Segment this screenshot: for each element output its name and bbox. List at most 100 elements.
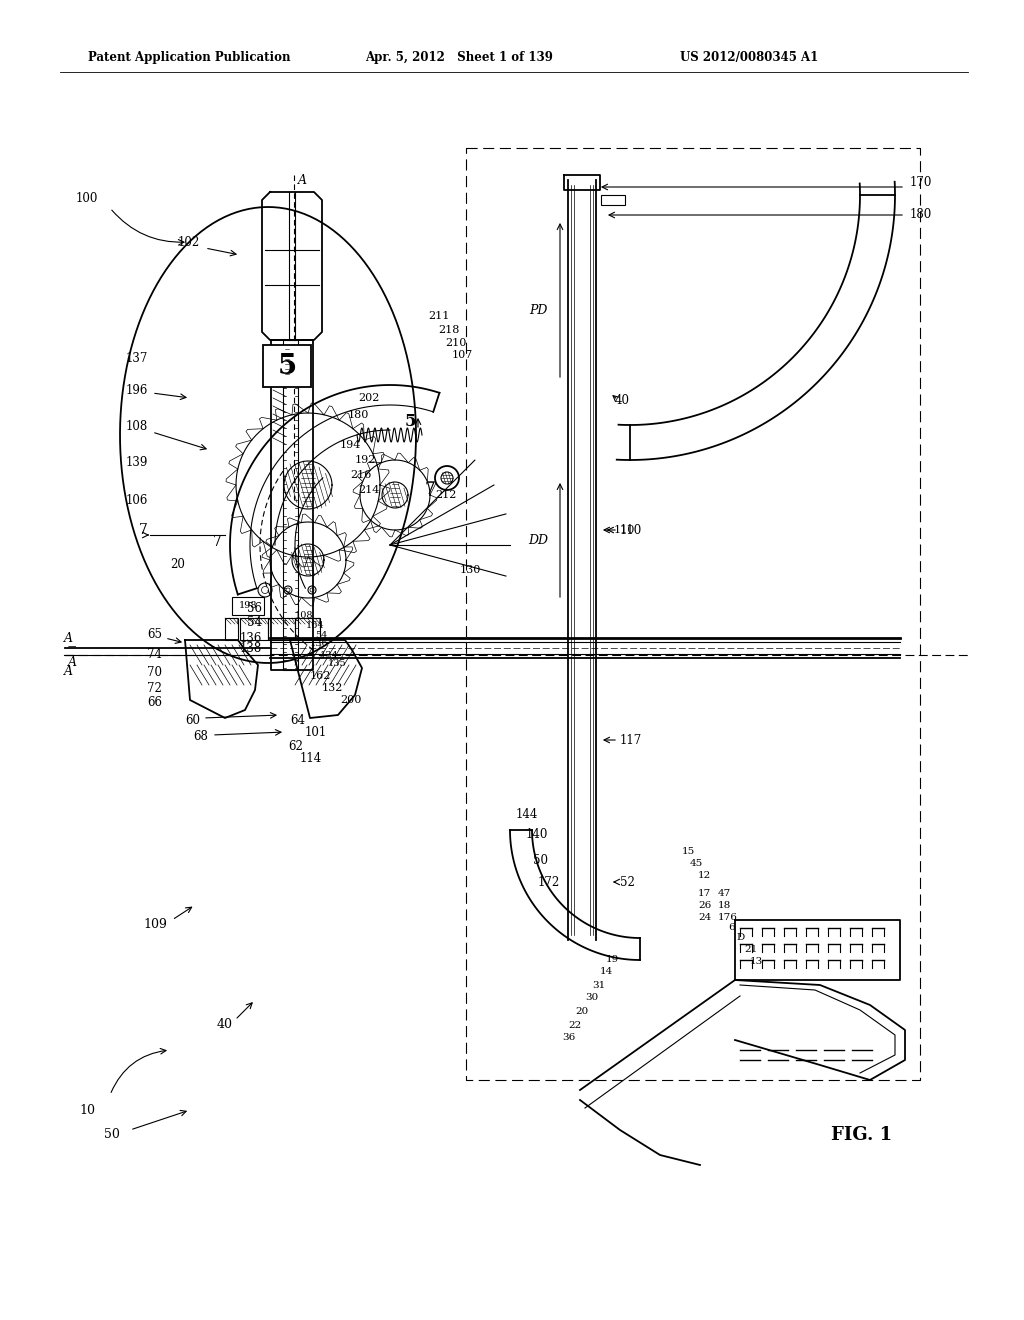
Text: 6: 6 <box>728 924 734 932</box>
Text: 212: 212 <box>435 490 457 500</box>
Text: 17: 17 <box>698 888 712 898</box>
Text: A: A <box>298 173 306 186</box>
Text: 12: 12 <box>698 870 712 879</box>
Text: 13: 13 <box>750 957 763 966</box>
Text: 36: 36 <box>562 1034 575 1043</box>
Text: 56: 56 <box>247 602 262 615</box>
Text: 26: 26 <box>698 900 712 909</box>
Text: 108: 108 <box>126 421 148 433</box>
Text: 109: 109 <box>143 919 167 932</box>
Text: D: D <box>736 933 744 942</box>
Text: 14: 14 <box>600 968 613 977</box>
Text: 180: 180 <box>910 209 932 222</box>
Text: —: — <box>68 643 76 652</box>
Text: 62: 62 <box>288 739 303 752</box>
Text: 40: 40 <box>217 1019 233 1031</box>
Bar <box>232 597 264 615</box>
Text: 130: 130 <box>460 565 481 576</box>
Text: Patent Application Publication: Patent Application Publication <box>88 51 291 65</box>
Text: 110: 110 <box>614 525 635 535</box>
Bar <box>263 345 311 387</box>
Text: 102: 102 <box>178 236 200 249</box>
Text: 140: 140 <box>525 829 548 842</box>
Text: 47: 47 <box>718 888 731 898</box>
Text: 70: 70 <box>147 667 162 680</box>
Text: 54: 54 <box>315 631 328 639</box>
Text: 20: 20 <box>575 1007 588 1016</box>
Text: 117: 117 <box>620 734 642 747</box>
Text: A: A <box>68 656 77 669</box>
Text: 136: 136 <box>240 631 262 644</box>
Text: 7: 7 <box>139 523 148 537</box>
Text: 200: 200 <box>340 696 361 705</box>
Text: 108: 108 <box>295 610 313 619</box>
Text: 7: 7 <box>425 482 435 499</box>
Bar <box>240 618 268 640</box>
Text: 18: 18 <box>718 900 731 909</box>
Text: DD: DD <box>528 533 548 546</box>
Polygon shape <box>285 347 289 385</box>
Bar <box>295 618 319 640</box>
Text: 72: 72 <box>147 681 162 694</box>
Text: 5: 5 <box>404 413 416 430</box>
Text: 10: 10 <box>79 1104 95 1117</box>
Text: 176: 176 <box>718 912 738 921</box>
Text: 218: 218 <box>438 325 460 335</box>
Text: 211: 211 <box>428 312 450 321</box>
Text: 45: 45 <box>690 858 703 867</box>
Text: 198: 198 <box>239 602 257 610</box>
Text: FIG. 1: FIG. 1 <box>831 1126 893 1144</box>
Bar <box>225 618 238 640</box>
Text: 132: 132 <box>322 682 343 693</box>
Text: 164: 164 <box>306 622 325 631</box>
Text: 65: 65 <box>147 628 162 642</box>
Text: 30: 30 <box>585 994 598 1002</box>
Text: 5: 5 <box>278 352 297 380</box>
Text: 22: 22 <box>568 1020 582 1030</box>
Text: Apr. 5, 2012   Sheet 1 of 139: Apr. 5, 2012 Sheet 1 of 139 <box>365 51 553 65</box>
Text: 107: 107 <box>452 350 473 360</box>
Bar <box>268 618 295 640</box>
Text: 15: 15 <box>682 846 695 855</box>
Text: 214: 214 <box>358 484 379 495</box>
Text: 50: 50 <box>534 854 548 866</box>
Text: 68: 68 <box>194 730 208 743</box>
Text: 194: 194 <box>340 440 361 450</box>
Text: 110: 110 <box>620 524 642 536</box>
Text: 138: 138 <box>240 642 262 655</box>
Text: 136: 136 <box>310 639 329 648</box>
Text: 31: 31 <box>592 981 605 990</box>
Text: 202: 202 <box>358 393 379 403</box>
Text: 162: 162 <box>310 671 332 681</box>
Text: 170: 170 <box>910 177 933 190</box>
Text: 54: 54 <box>247 615 262 628</box>
Text: 52: 52 <box>620 875 635 888</box>
Text: 21: 21 <box>744 945 758 954</box>
Text: 7: 7 <box>213 535 222 549</box>
Text: 106: 106 <box>126 494 148 507</box>
Text: 114: 114 <box>300 752 323 766</box>
Text: 196: 196 <box>126 384 148 396</box>
Text: A: A <box>63 632 73 645</box>
Text: 180: 180 <box>348 411 370 420</box>
Text: 216: 216 <box>350 470 372 480</box>
Text: 60: 60 <box>185 714 200 726</box>
Text: 100: 100 <box>76 191 98 205</box>
Text: 101: 101 <box>305 726 328 739</box>
Text: 210: 210 <box>445 338 466 348</box>
Text: 172: 172 <box>538 875 560 888</box>
Text: 139: 139 <box>126 455 148 469</box>
Text: 135: 135 <box>328 660 347 668</box>
Text: 64: 64 <box>290 714 305 726</box>
Text: 50: 50 <box>104 1129 120 1142</box>
Text: 20: 20 <box>170 558 185 572</box>
Text: 24: 24 <box>698 912 712 921</box>
Text: 137: 137 <box>126 351 148 364</box>
Text: A: A <box>63 665 73 678</box>
Text: US 2012/0080345 A1: US 2012/0080345 A1 <box>680 51 818 65</box>
Text: 134: 134 <box>319 651 339 660</box>
Text: 40: 40 <box>615 393 630 407</box>
Text: 66: 66 <box>147 697 162 710</box>
Text: 74: 74 <box>147 648 162 661</box>
Text: 144: 144 <box>516 808 538 821</box>
